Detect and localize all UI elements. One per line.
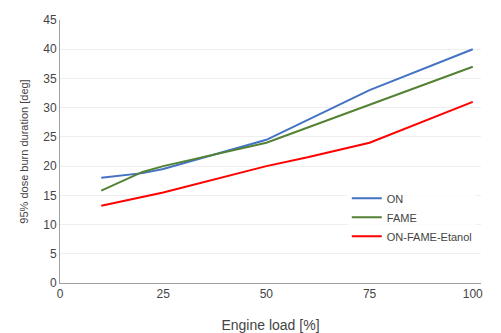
svg-text:0: 0 xyxy=(50,276,57,290)
svg-text:50: 50 xyxy=(260,287,274,301)
svg-text:75: 75 xyxy=(363,287,377,301)
svg-text:25: 25 xyxy=(43,130,57,144)
svg-text:45: 45 xyxy=(43,13,57,27)
svg-text:0: 0 xyxy=(57,287,64,301)
svg-text:95% dose burn duration [deg]: 95% dose burn duration [deg] xyxy=(18,79,30,223)
svg-text:10: 10 xyxy=(43,218,57,232)
svg-text:35: 35 xyxy=(43,72,57,86)
svg-text:20: 20 xyxy=(43,159,57,173)
svg-text:25: 25 xyxy=(157,287,171,301)
svg-text:FAME: FAME xyxy=(387,212,417,224)
svg-text:15: 15 xyxy=(43,189,57,203)
svg-text:Engine load [%]: Engine load [%] xyxy=(221,317,319,333)
svg-text:ON: ON xyxy=(387,193,404,205)
svg-text:30: 30 xyxy=(43,101,57,115)
svg-text:ON-FAME-Etanol: ON-FAME-Etanol xyxy=(387,231,472,243)
svg-text:100: 100 xyxy=(463,287,483,301)
svg-text:40: 40 xyxy=(43,42,57,56)
svg-text:5: 5 xyxy=(50,247,57,261)
